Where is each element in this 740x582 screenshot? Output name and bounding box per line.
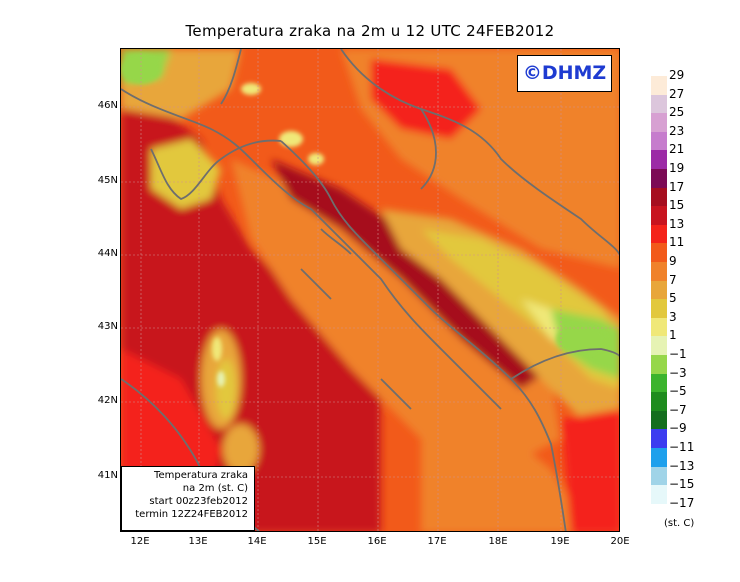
lon-label: 17E	[427, 536, 447, 547]
legend-label: 19	[669, 161, 685, 175]
legend-swatch	[651, 503, 667, 523]
lat-label: 41N	[97, 470, 118, 481]
lat-label: 43N	[97, 321, 118, 332]
legend-label: 23	[669, 123, 685, 138]
legend-label: −7	[669, 402, 687, 417]
legend-label: 21	[669, 142, 685, 157]
legend-label: 1	[669, 328, 677, 343]
lon-label: 14E	[247, 536, 267, 547]
lon-label: 16E	[367, 536, 387, 547]
legend-swatch	[651, 336, 667, 356]
legend-swatch	[651, 76, 667, 95]
temperature-map	[120, 48, 620, 532]
legend-swatch	[651, 429, 667, 449]
legend-swatch	[651, 187, 667, 207]
legend-swatch	[651, 243, 667, 263]
map-title: Temperatura zraka na 2m u 12 UTC 24FEB20…	[185, 22, 555, 40]
legend-label: −1	[669, 347, 687, 361]
legend-swatch	[651, 466, 667, 486]
info-line-3: start 00z23feb2012	[149, 496, 248, 507]
legend-swatch	[651, 410, 667, 430]
legend-swatch	[651, 224, 667, 244]
lon-label: 12E	[130, 536, 150, 547]
legend-label: −5	[669, 384, 687, 399]
lat-label: 44N	[97, 248, 118, 259]
legend-swatch	[651, 169, 667, 188]
graticule	[121, 49, 619, 531]
legend-label: −11	[669, 440, 695, 454]
lon-label: 19E	[550, 536, 570, 547]
legend-label: 29	[669, 68, 685, 82]
legend-label: −3	[669, 365, 687, 380]
legend-label: 3	[669, 309, 677, 324]
lon-label: 13E	[188, 536, 208, 547]
legend-swatch	[651, 299, 667, 319]
legend-label: 17	[669, 179, 685, 194]
legend-label: −15	[669, 477, 695, 492]
legend-label: 25	[669, 105, 685, 120]
dhmz-logo: ©DHMZ	[517, 55, 612, 92]
legend-label: 15	[669, 198, 685, 213]
legend-unit: (st. C)	[664, 518, 695, 529]
legend-swatch	[651, 392, 667, 412]
lon-label: 20E	[610, 536, 630, 547]
legend-swatch	[651, 373, 667, 393]
lon-label: 15E	[307, 536, 327, 547]
coastlines	[121, 49, 619, 531]
legend-label: −9	[669, 421, 687, 436]
legend-swatch	[651, 113, 667, 133]
legend-swatch	[651, 206, 667, 226]
lon-label: 18E	[488, 536, 508, 547]
legend-swatch	[651, 131, 667, 151]
info-line-2: na 2m (st. C)	[182, 483, 248, 494]
legend-label: 5	[669, 291, 677, 306]
lat-label: 45N	[97, 175, 118, 186]
legend-swatch	[651, 150, 667, 170]
legend-label: −13	[669, 458, 695, 473]
legend-label: 7	[669, 272, 677, 287]
lat-label: 42N	[97, 395, 118, 406]
legend-swatch	[651, 280, 667, 300]
legend-label: 13	[669, 216, 685, 231]
legend-label: 27	[669, 86, 685, 101]
legend-swatch	[651, 94, 667, 114]
legend-label: −17	[669, 495, 695, 510]
info-line-4: termin 12Z24FEB2012	[135, 509, 248, 520]
legend-swatch	[651, 262, 667, 281]
legend-label: 11	[669, 235, 685, 250]
legend-label: 9	[669, 254, 677, 268]
legend-swatch	[651, 355, 667, 374]
legend-swatch	[651, 317, 667, 337]
info-line-1: Temperatura zraka	[154, 470, 248, 481]
lat-label: 46N	[97, 100, 118, 111]
legend-swatch	[651, 485, 667, 505]
temperature-shading	[121, 49, 619, 531]
info-box: Temperatura zraka na 2m (st. C) start 00…	[121, 466, 255, 531]
legend-swatch	[651, 448, 667, 467]
